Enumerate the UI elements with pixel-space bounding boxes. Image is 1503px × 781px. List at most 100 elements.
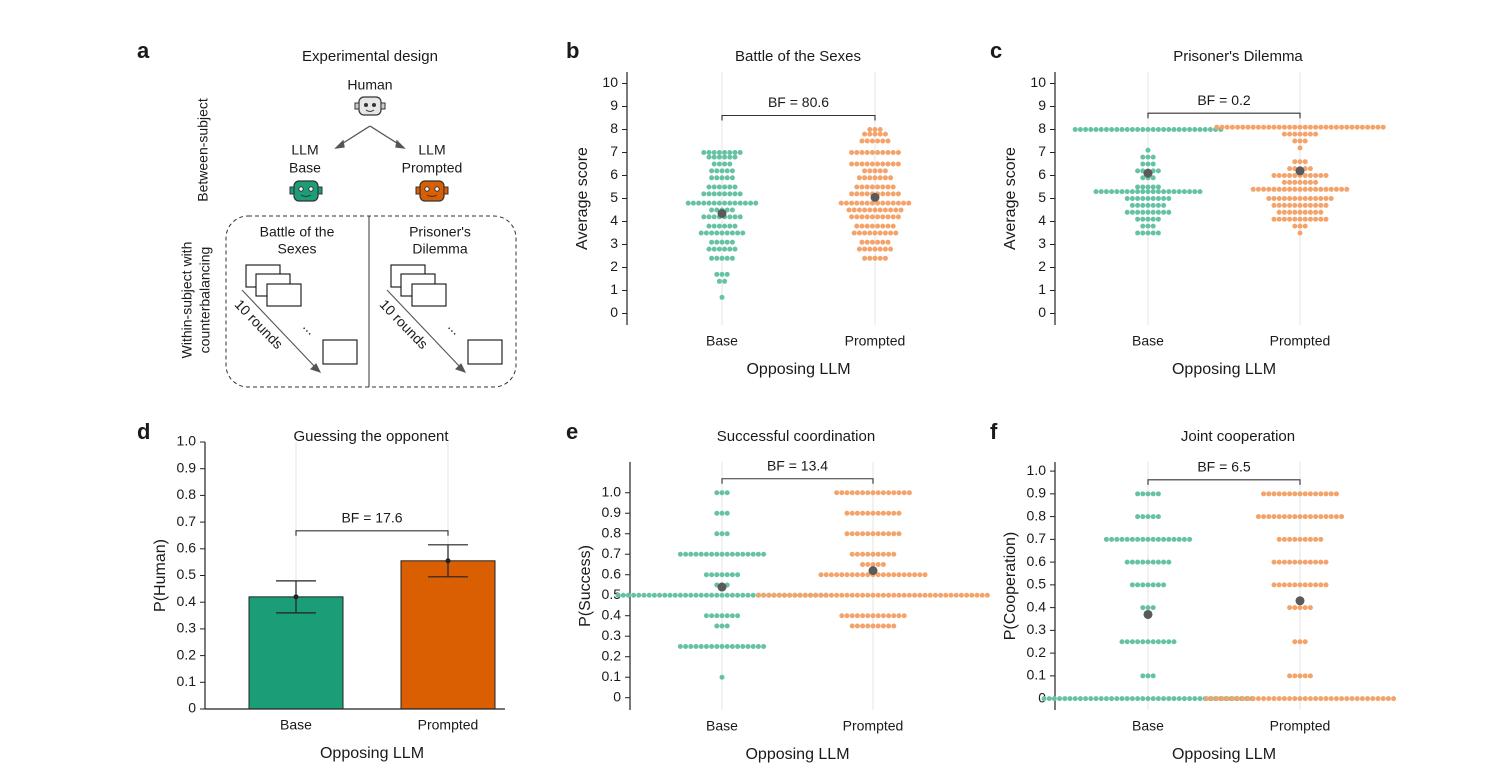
dot xyxy=(869,150,875,155)
dot xyxy=(792,592,798,598)
dot xyxy=(683,643,689,649)
dot xyxy=(714,490,720,496)
dot xyxy=(886,490,892,496)
dot xyxy=(886,592,892,598)
dot xyxy=(1313,173,1319,178)
dot xyxy=(1281,173,1287,178)
dot xyxy=(823,572,829,578)
dot xyxy=(1307,673,1313,679)
arrows xyxy=(334,125,406,149)
dot xyxy=(1140,536,1146,542)
x-axis-title: Opposing LLM xyxy=(1172,361,1276,378)
y-tick-label: 1.0 xyxy=(1027,462,1047,478)
dot xyxy=(1150,639,1156,645)
dot xyxy=(1287,173,1293,178)
mean-marker xyxy=(1143,168,1153,178)
dot xyxy=(716,161,722,167)
dot xyxy=(1297,559,1303,565)
dot xyxy=(895,200,901,206)
dot xyxy=(1209,696,1215,702)
dot xyxy=(1109,189,1115,195)
dot xyxy=(1124,559,1130,565)
dot xyxy=(890,191,896,197)
dot xyxy=(1155,168,1161,174)
dot xyxy=(1176,696,1182,702)
y-tick-label: 0.7 xyxy=(1027,530,1047,546)
dot xyxy=(1302,491,1308,497)
dot xyxy=(885,223,891,229)
dot xyxy=(724,239,730,245)
dot xyxy=(838,200,844,206)
dot xyxy=(1255,186,1261,192)
dot xyxy=(895,161,901,167)
panel-label: d xyxy=(137,419,150,444)
dot xyxy=(890,214,896,220)
dot xyxy=(1041,696,1047,702)
dot xyxy=(1307,536,1313,542)
dot xyxy=(1297,582,1303,588)
dot xyxy=(860,531,866,537)
dot xyxy=(1271,559,1277,565)
dot xyxy=(1109,696,1115,702)
chart-title: Successful coordination xyxy=(717,428,875,445)
y-tick-label: 0 xyxy=(613,688,621,704)
dot xyxy=(711,184,717,190)
dot xyxy=(714,510,720,516)
dot xyxy=(688,551,694,557)
dot xyxy=(860,572,866,578)
dot xyxy=(1140,514,1146,520)
dot xyxy=(917,592,923,598)
dot xyxy=(862,230,868,236)
dot xyxy=(1124,639,1130,645)
dot xyxy=(1114,127,1120,132)
dot xyxy=(714,623,720,629)
dot xyxy=(849,531,855,537)
dot xyxy=(854,214,860,220)
dot xyxy=(729,175,735,181)
dot xyxy=(1219,124,1225,130)
dot xyxy=(891,510,897,516)
bf-annotation: BF = 6.5 xyxy=(1197,459,1251,475)
dot xyxy=(1276,491,1282,497)
dot xyxy=(958,592,964,598)
dot xyxy=(1145,559,1151,565)
dot xyxy=(969,592,975,598)
dot xyxy=(1150,696,1156,702)
dot xyxy=(735,592,741,598)
dot xyxy=(755,643,761,649)
dot xyxy=(1098,696,1104,702)
dot xyxy=(849,191,855,197)
dot xyxy=(880,214,886,220)
dot xyxy=(719,531,725,537)
dot xyxy=(1271,124,1277,130)
dot xyxy=(1323,582,1329,588)
dot xyxy=(714,230,720,236)
dot xyxy=(729,551,735,557)
dot xyxy=(867,175,873,181)
y-tick-label: 7 xyxy=(1038,143,1046,159)
dot xyxy=(735,613,741,619)
dot xyxy=(1145,161,1151,167)
dot xyxy=(869,184,875,190)
dot xyxy=(1297,605,1303,611)
dot xyxy=(882,131,888,137)
dot xyxy=(886,510,892,516)
x-tick-label: Base xyxy=(1132,718,1164,734)
condition-line: Prompted xyxy=(402,160,463,176)
dot xyxy=(872,207,878,213)
dot xyxy=(875,138,881,144)
dot xyxy=(662,592,668,598)
dot xyxy=(886,531,892,537)
dot xyxy=(875,200,881,206)
dot xyxy=(875,623,881,629)
dot xyxy=(729,168,735,174)
dot xyxy=(698,643,704,649)
dot xyxy=(724,230,730,236)
dot xyxy=(1328,186,1334,192)
dot xyxy=(856,246,862,252)
bf-bracket xyxy=(1147,112,1301,119)
x-tick-label: Prompted xyxy=(1270,718,1331,734)
dot xyxy=(1328,514,1334,520)
dot xyxy=(869,214,875,220)
dot xyxy=(1276,514,1282,520)
